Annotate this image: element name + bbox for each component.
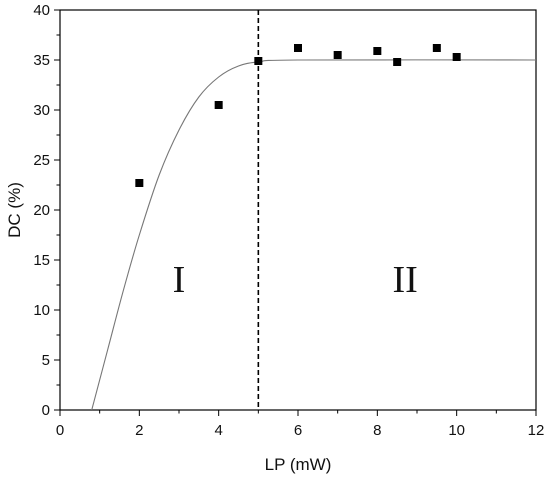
data-point	[214, 101, 223, 109]
y-tick-label: 5	[42, 352, 50, 369]
region-label-ii: II	[392, 259, 417, 301]
y-tick-label: 35	[33, 52, 50, 69]
x-tick-label: 2	[135, 422, 143, 439]
data-point	[373, 47, 382, 55]
y-tick-label: 25	[33, 152, 50, 169]
data-point	[135, 179, 144, 187]
data-point	[452, 53, 461, 61]
x-tick-label: 10	[448, 422, 465, 439]
data-point	[393, 58, 402, 66]
data-point	[333, 51, 342, 59]
x-axis-title: LP (mW)	[265, 455, 332, 474]
data-point	[294, 44, 302, 52]
plot-frame	[59, 9, 537, 411]
x-tick-label: 0	[56, 422, 64, 439]
y-tick-label: 15	[33, 252, 50, 269]
region-label-i: I	[173, 259, 186, 301]
y-tick-label: 30	[33, 102, 50, 119]
data-point	[432, 44, 441, 52]
x-tick-label: 8	[373, 422, 381, 439]
y-tick-label: 10	[33, 302, 50, 319]
y-tick-label: 0	[42, 402, 50, 419]
y-tick-label: 20	[33, 202, 50, 219]
x-tick-label: 12	[528, 422, 545, 439]
data-point	[254, 57, 263, 65]
fit-curve	[91, 59, 537, 411]
y-tick-label: 40	[33, 2, 50, 19]
y-axis-title: DC (%)	[5, 182, 24, 238]
x-tick-label: 6	[294, 422, 302, 439]
x-tick-label: 4	[214, 422, 222, 439]
